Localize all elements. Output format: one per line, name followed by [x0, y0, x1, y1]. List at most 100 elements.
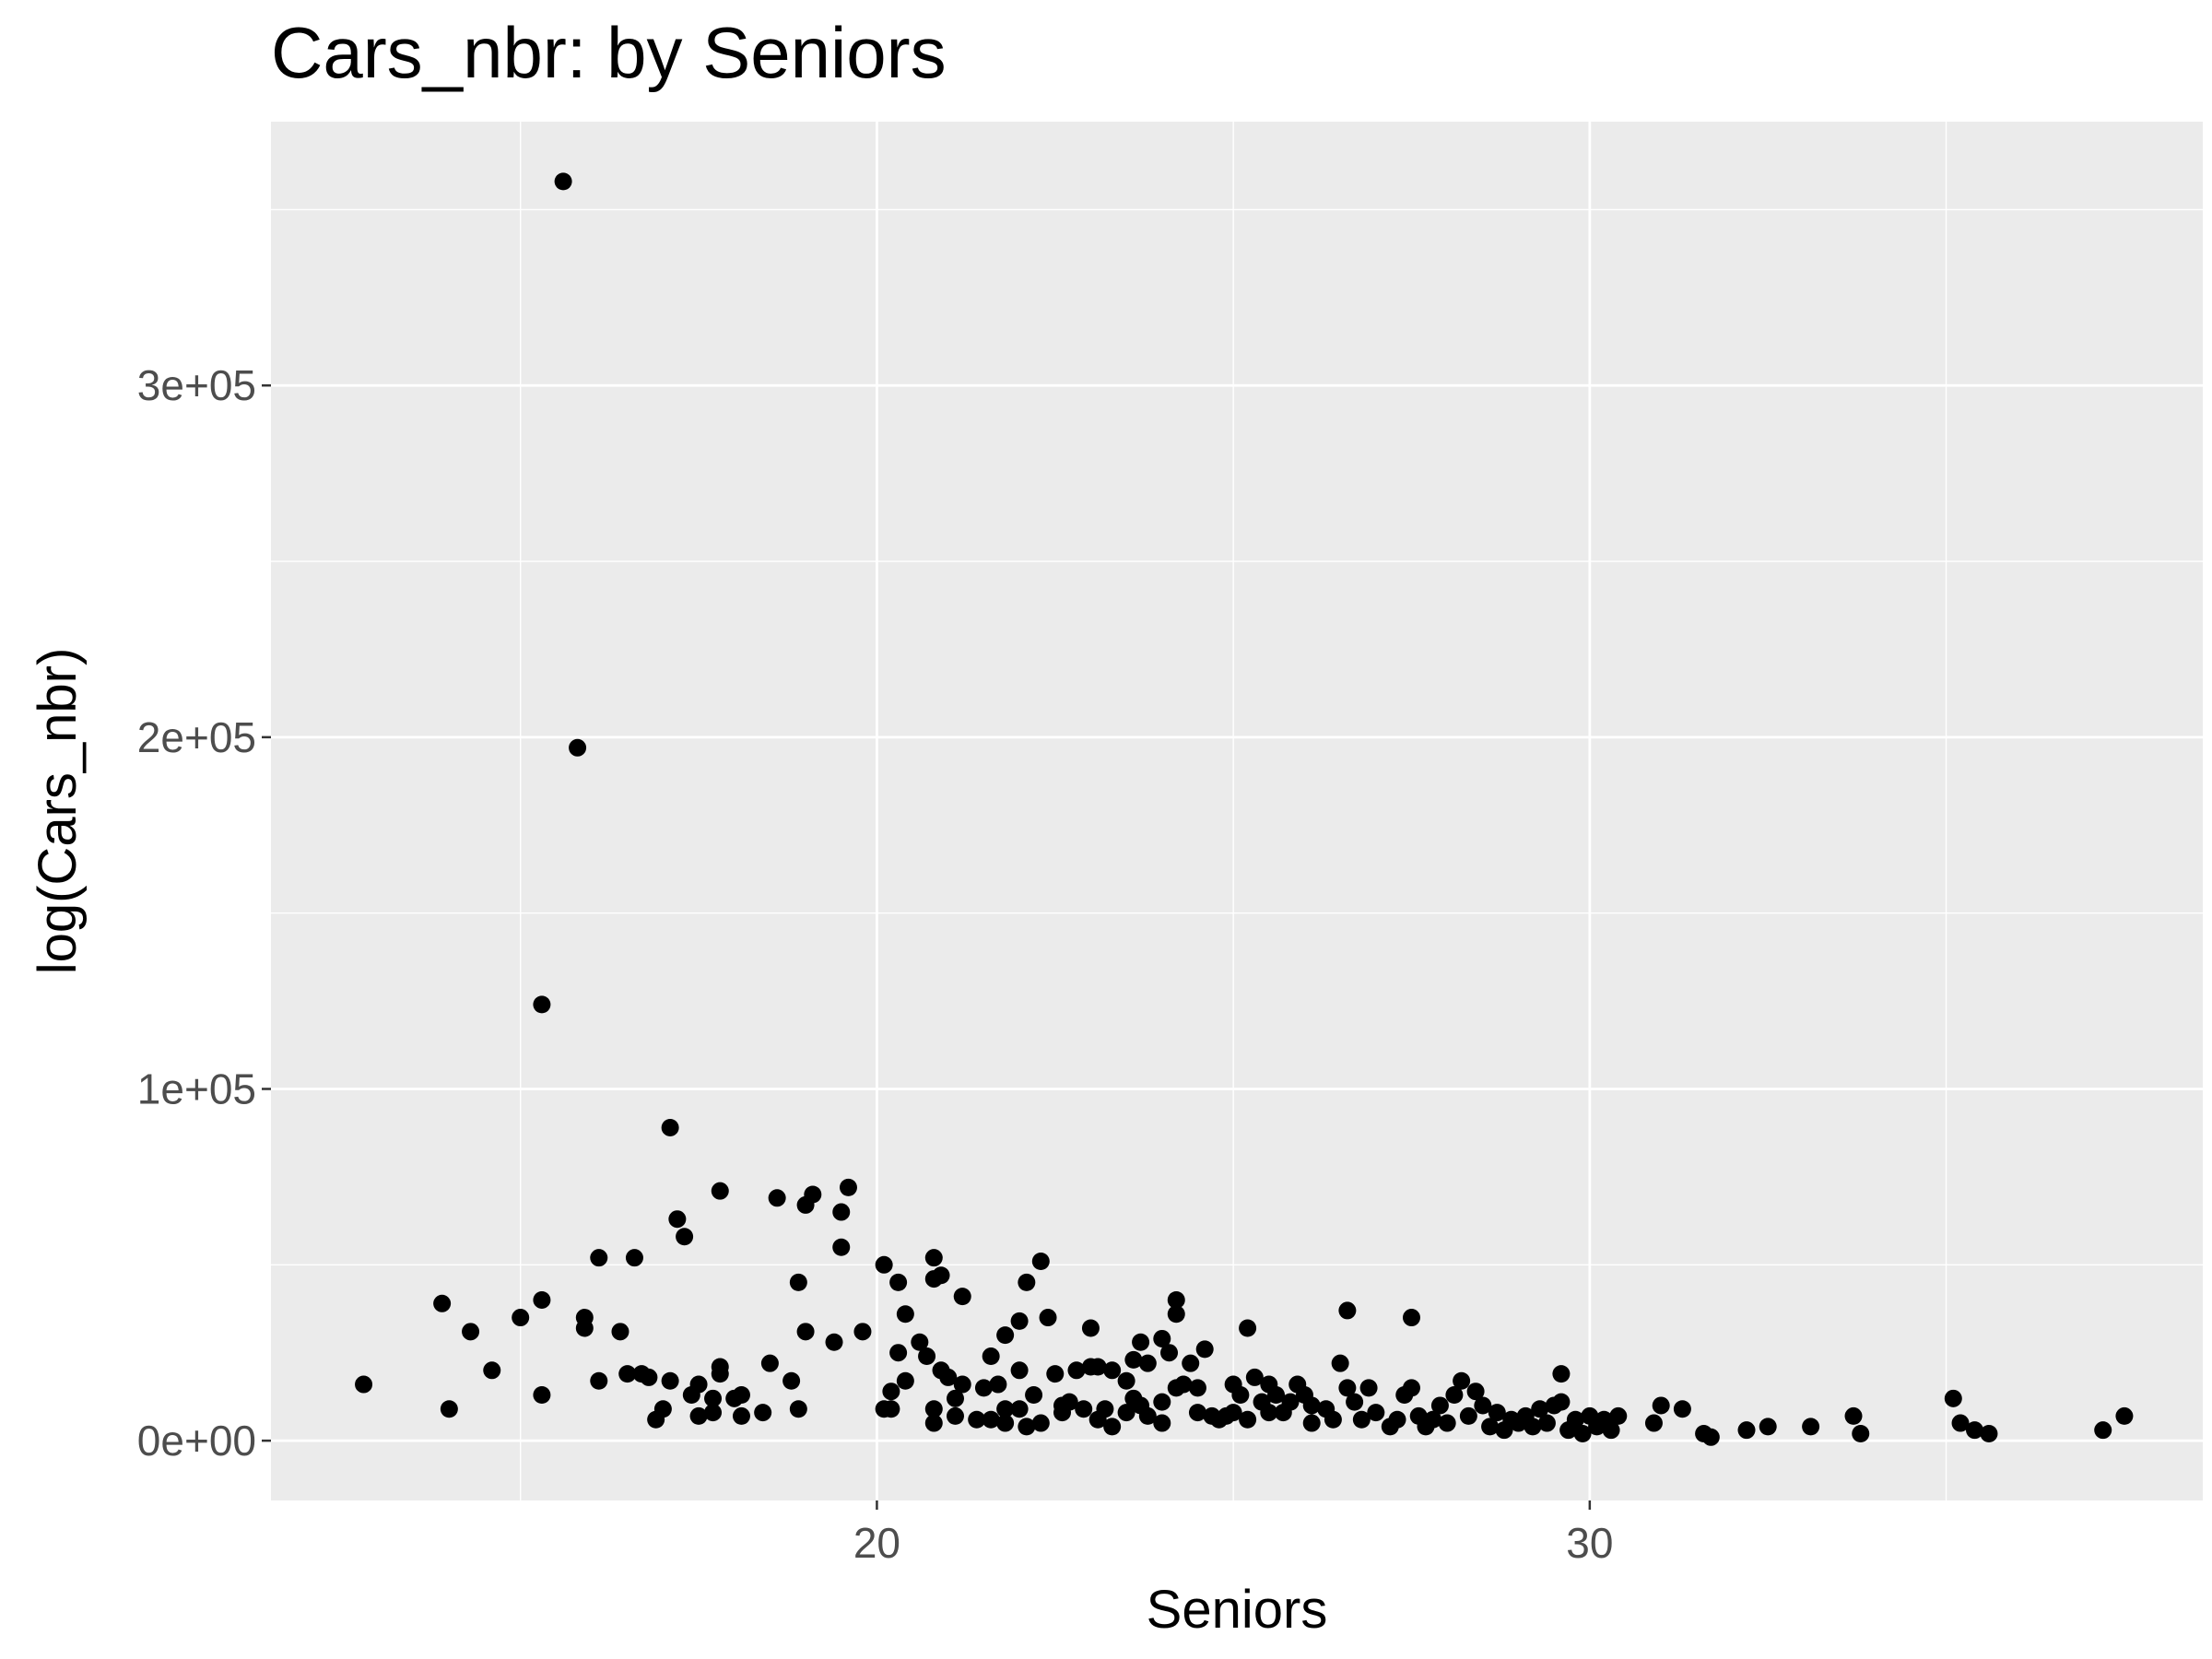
- x-axis: 20 30: [853, 1500, 1613, 1567]
- data-point: [875, 1255, 893, 1274]
- data-point: [668, 1210, 687, 1229]
- data-point: [882, 1400, 900, 1418]
- data-point: [689, 1375, 708, 1394]
- data-point: [760, 1354, 779, 1372]
- data-point: [889, 1344, 908, 1362]
- data-point: [889, 1273, 908, 1291]
- data-point: [1245, 1368, 1264, 1386]
- data-point: [1388, 1410, 1406, 1429]
- data-point: [1018, 1418, 1036, 1436]
- data-point: [1182, 1354, 1200, 1372]
- data-point: [1138, 1406, 1157, 1425]
- chart-title: Cars_nbr: by Seniors: [271, 12, 947, 93]
- data-point: [1067, 1361, 1086, 1380]
- data-point: [711, 1182, 729, 1200]
- data-point: [1488, 1404, 1506, 1422]
- data-point: [1474, 1396, 1492, 1415]
- data-point: [1566, 1410, 1584, 1429]
- data-point: [1060, 1393, 1078, 1411]
- data-point: [804, 1185, 822, 1204]
- data-point: [853, 1323, 872, 1341]
- data-point: [1402, 1379, 1420, 1397]
- data-point: [1174, 1375, 1193, 1394]
- y-tick-label: 3e+05: [137, 361, 256, 409]
- data-point: [996, 1400, 1015, 1418]
- data-point: [704, 1389, 723, 1407]
- data-point: [1117, 1404, 1135, 1422]
- data-point: [1281, 1393, 1300, 1411]
- data-point: [575, 1319, 594, 1337]
- data-point: [1844, 1406, 1863, 1425]
- data-point: [676, 1228, 694, 1246]
- data-point: [946, 1406, 964, 1425]
- data-point: [1346, 1393, 1364, 1411]
- data-point: [1188, 1379, 1206, 1397]
- data-point: [1552, 1393, 1571, 1411]
- data-point: [1160, 1344, 1179, 1362]
- data-point: [1338, 1301, 1357, 1320]
- data-point: [625, 1249, 643, 1267]
- data-point: [832, 1238, 851, 1256]
- data-point: [1153, 1414, 1171, 1432]
- data-point: [1081, 1319, 1100, 1337]
- data-point: [1944, 1389, 1962, 1407]
- data-point: [996, 1326, 1015, 1345]
- minor-gridlines: [271, 122, 2203, 1500]
- data-point: [982, 1410, 1000, 1429]
- data-point: [483, 1361, 501, 1380]
- data-point: [462, 1323, 480, 1341]
- data-point: [1188, 1404, 1206, 1422]
- data-point: [1239, 1319, 1257, 1337]
- data-point: [946, 1389, 964, 1407]
- data-point: [924, 1249, 943, 1267]
- data-point: [1331, 1354, 1349, 1372]
- data-point: [953, 1288, 971, 1306]
- data-point: [355, 1375, 373, 1394]
- data-point: [1673, 1400, 1691, 1418]
- data-point: [825, 1333, 843, 1351]
- data-point: [533, 1386, 551, 1405]
- data-point: [1966, 1421, 1984, 1440]
- y-tick-label: 0e+00: [137, 1417, 256, 1465]
- data-point: [1302, 1414, 1321, 1432]
- y-tick-label: 1e+05: [137, 1065, 256, 1112]
- data-point: [618, 1365, 637, 1383]
- data-point: [796, 1323, 815, 1341]
- data-point: [789, 1273, 807, 1291]
- data-point: [1103, 1361, 1122, 1380]
- data-point: [974, 1379, 993, 1397]
- data-point: [1609, 1406, 1628, 1425]
- data-point: [1224, 1404, 1242, 1422]
- data-point: [732, 1406, 750, 1425]
- data-point: [896, 1305, 914, 1324]
- data-point: [1046, 1365, 1065, 1383]
- data-point: [754, 1404, 772, 1422]
- data-point: [440, 1400, 458, 1418]
- data-point: [512, 1309, 530, 1327]
- data-point: [1031, 1252, 1050, 1270]
- data-point: [1338, 1379, 1357, 1397]
- major-gridlines: [271, 122, 2203, 1500]
- data-point: [1980, 1424, 1998, 1442]
- data-point: [433, 1294, 452, 1312]
- data-point: [1239, 1410, 1257, 1429]
- data-point: [689, 1406, 708, 1425]
- data-point: [1103, 1418, 1122, 1436]
- data-point: [1402, 1309, 1420, 1327]
- data-point: [1096, 1400, 1114, 1418]
- data-point: [918, 1347, 936, 1366]
- data-point: [704, 1404, 723, 1422]
- data-point: [924, 1400, 943, 1418]
- data-point: [1430, 1396, 1449, 1415]
- data-points: [355, 172, 2134, 1446]
- data-point: [1324, 1410, 1342, 1429]
- data-point: [1359, 1379, 1378, 1397]
- data-point: [533, 1290, 551, 1309]
- data-point: [2115, 1406, 2134, 1425]
- data-point: [732, 1386, 750, 1405]
- data-point: [896, 1371, 914, 1390]
- data-point: [1260, 1404, 1278, 1422]
- data-point: [1701, 1428, 1720, 1446]
- data-point: [1466, 1382, 1485, 1401]
